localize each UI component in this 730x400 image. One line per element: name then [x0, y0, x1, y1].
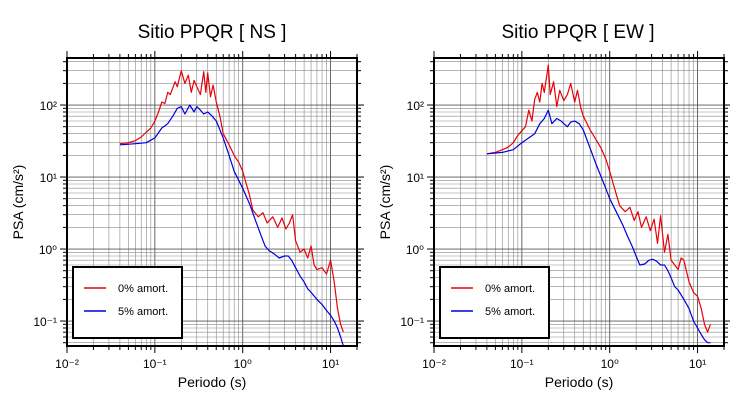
x-tick-label: 10⁻²	[55, 357, 79, 371]
y-tick-label: 10¹	[40, 171, 57, 185]
y-tick-label: 10⁻¹	[400, 315, 424, 329]
plot-grid	[66, 58, 358, 346]
y-tick-label: 10²	[40, 99, 57, 113]
tick-group: 10⁻² 10⁻¹ 10⁰ 10¹ 10⁻¹ 10⁰ 10¹ 10²	[33, 51, 364, 371]
series-line-0pct	[119, 70, 344, 333]
chart-panel-ew: Sitio PPQR [ EW ] 10⁻² 10⁻¹ 10⁰ 10¹10⁻¹10⁰1…	[377, 22, 730, 390]
y-axis-label: PSA (cm/s²)	[377, 165, 393, 240]
legend-label-1: 5% amort.	[485, 306, 535, 318]
legend-label-1: 5% amort.	[118, 306, 168, 318]
chart-panel-ns: Sitio PPQR [ NS ] 10⁻² 10⁻¹ 10⁰ 10¹10⁻¹10⁰1…	[10, 22, 364, 390]
x-tick-label: 10⁰	[234, 357, 252, 371]
y-tick-label: 10⁰	[406, 243, 424, 257]
plot-series-group	[486, 64, 711, 344]
x-tick-label: 10⁻¹	[510, 357, 534, 371]
x-tick-label: 10⁻²	[422, 357, 446, 371]
plot-frame	[433, 57, 725, 347]
x-tick-label: 10⁻¹	[143, 357, 167, 371]
chart-title: Sitio PPQR [ NS ]	[138, 22, 287, 43]
series-line-5pct	[486, 109, 711, 344]
y-axis-label: PSA (cm/s²)	[10, 165, 26, 240]
x-tick-label: 10¹	[689, 357, 706, 371]
y-tick-label: 10⁰	[39, 243, 57, 257]
legend: 0% amort. 5% amort.	[72, 266, 183, 339]
series-line-0pct	[486, 64, 711, 333]
legend-label-0: 0% amort.	[118, 283, 168, 295]
plot-series-group	[119, 70, 344, 347]
plot-frame	[66, 57, 358, 347]
y-tick-label: 10²	[407, 99, 424, 113]
x-tick-label: 10¹	[322, 357, 339, 371]
legend: 0% amort. 5% amort.	[439, 266, 550, 339]
chart-title: Sitio PPQR [ EW ]	[501, 22, 654, 43]
x-tick-label: 10⁰	[601, 357, 619, 371]
series-line-5pct	[119, 104, 344, 347]
y-tick-label: 10¹	[407, 171, 424, 185]
legend-box	[72, 266, 183, 339]
y-tick-label: 10⁻¹	[33, 315, 57, 329]
x-axis-label: Periodo (s)	[178, 374, 246, 390]
tick-group: 10⁻² 10⁻¹ 10⁰ 10¹ 10⁻¹ 10⁰ 10¹ 10²	[400, 51, 730, 371]
legend-label-0: 0% amort.	[485, 283, 535, 295]
legend-box	[439, 266, 550, 339]
x-axis-label: Periodo (s)	[545, 374, 613, 390]
